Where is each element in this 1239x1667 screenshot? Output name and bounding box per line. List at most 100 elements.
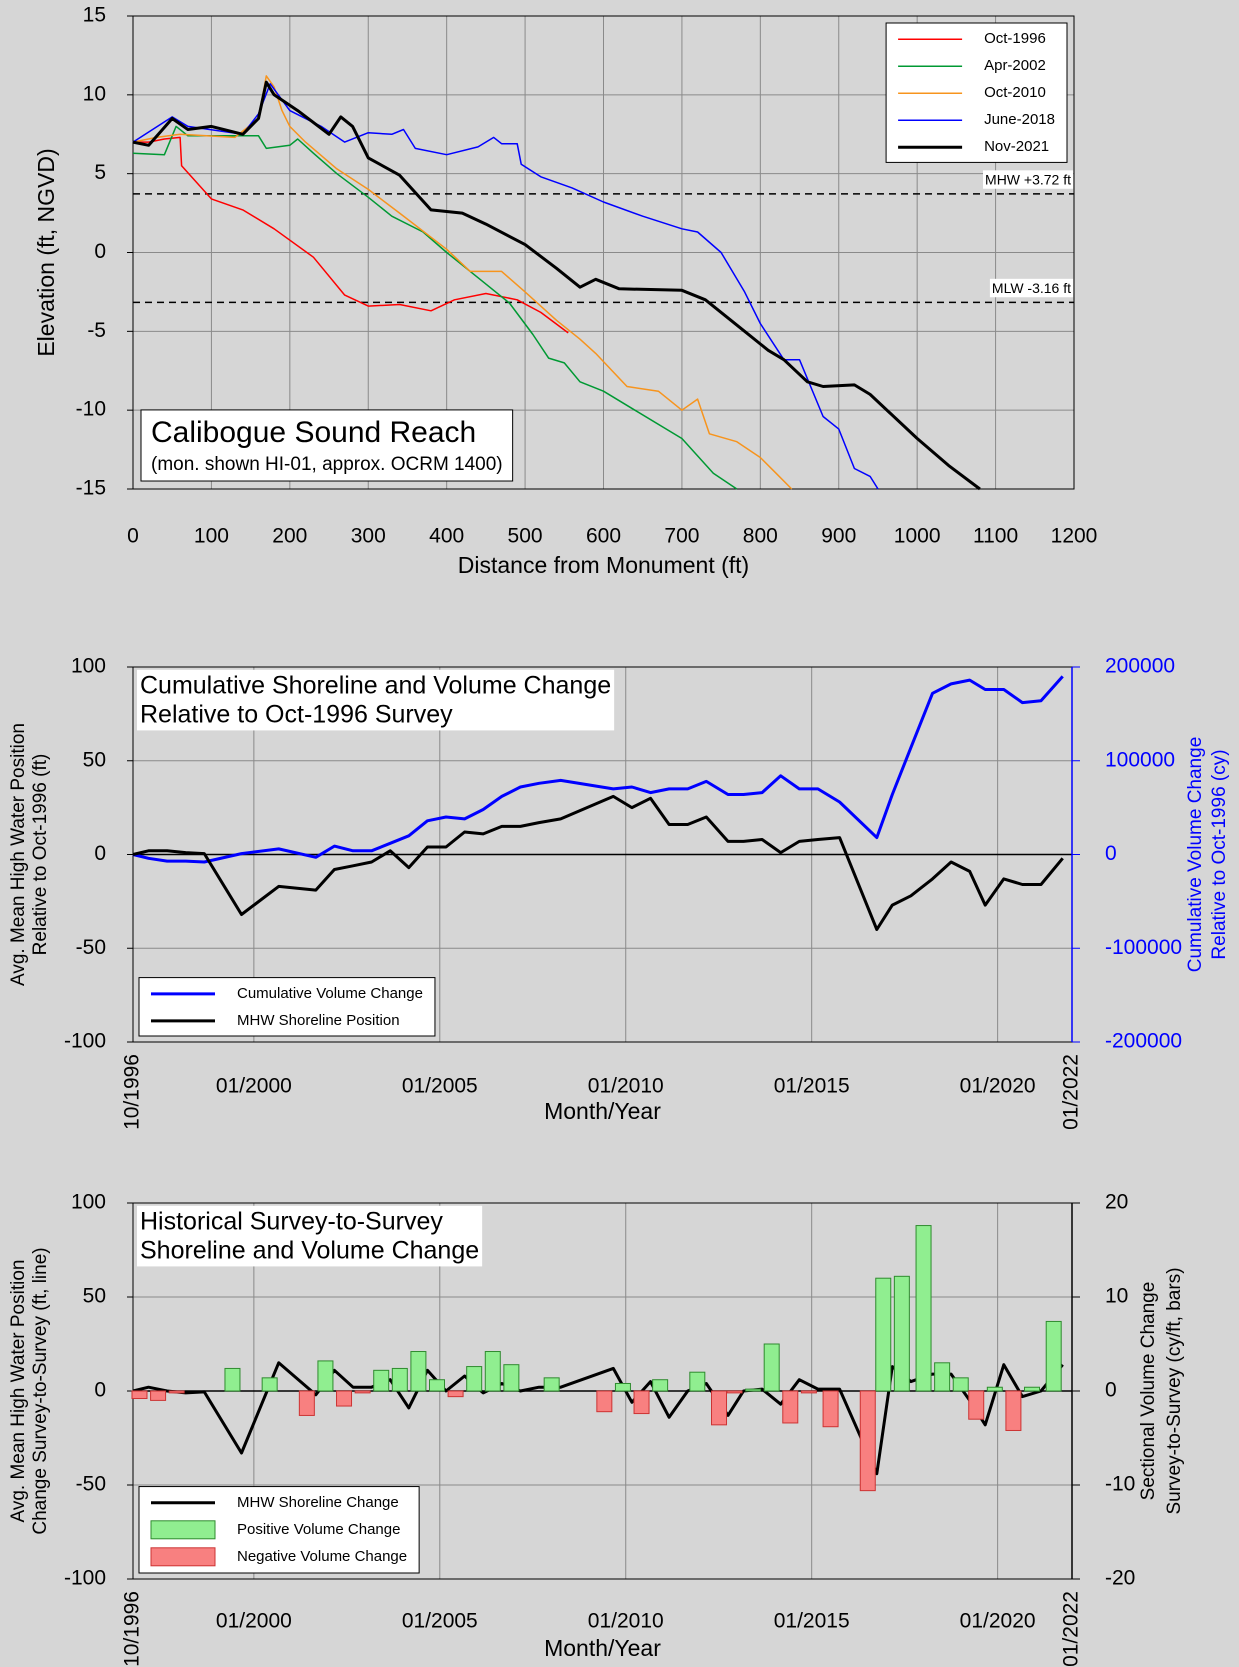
bar xyxy=(952,1377,969,1392)
bar xyxy=(391,1367,408,1392)
bar xyxy=(822,1390,839,1428)
x-tick-label: 100 xyxy=(194,525,229,548)
y2-axis-label: Cumulative Volume Change xyxy=(1185,737,1206,973)
title-box: Cumulative Shoreline and Volume ChangeRe… xyxy=(137,669,615,731)
y2-tick-label: 10 xyxy=(1105,1285,1128,1308)
box xyxy=(989,278,1074,298)
y-tick-label: 50 xyxy=(83,748,106,771)
bar xyxy=(652,1379,669,1392)
series-line xyxy=(132,794,1064,931)
bar xyxy=(317,1360,334,1392)
bar xyxy=(298,1390,315,1416)
x-tick-label: 200 xyxy=(272,525,307,548)
bar xyxy=(131,1390,148,1400)
reference-label: MHW +3.72 ft xyxy=(983,170,1074,189)
y2-tick-label: 200000 xyxy=(1105,655,1175,678)
y2-axis-label: Survey-to-Survey (cy/ft, bars) xyxy=(1164,1267,1185,1514)
bar xyxy=(968,1390,985,1420)
legend-label: Oct-1996 xyxy=(984,30,1046,47)
bar xyxy=(689,1371,706,1392)
chart-title: Cumulative Shoreline and Volume Change xyxy=(140,672,611,700)
y-tick-label: 50 xyxy=(83,1285,106,1308)
x-tick-label: 400 xyxy=(429,525,464,548)
legend-label: Oct-2010 xyxy=(984,84,1046,101)
plot-frame xyxy=(132,15,1075,490)
bar xyxy=(745,1388,762,1392)
x-tick-label: 800 xyxy=(743,525,778,548)
x-tick-label: 10/1996 xyxy=(121,1054,144,1130)
x-tick-label: 1000 xyxy=(894,525,941,548)
legend-label: Positive Volume Change xyxy=(237,1521,400,1538)
legend-label: Apr-2002 xyxy=(984,57,1046,74)
y-tick-label: -15 xyxy=(76,477,106,500)
bar xyxy=(763,1343,780,1392)
bar xyxy=(168,1390,185,1394)
bar xyxy=(503,1364,520,1392)
bar xyxy=(596,1390,613,1413)
box xyxy=(140,409,514,482)
y2-tick-label: -10 xyxy=(1105,1473,1135,1496)
bar xyxy=(1005,1390,1022,1431)
y2-axis-label: Sectional Volume Change xyxy=(1138,1282,1159,1501)
x-tick-label: 600 xyxy=(586,525,621,548)
y-tick-label: 100 xyxy=(71,655,106,678)
bar xyxy=(875,1277,892,1392)
x-tick-label: 01/2015 xyxy=(774,1075,850,1098)
x-tick-label: 01/2005 xyxy=(402,1075,478,1098)
y-tick-label: -50 xyxy=(76,936,106,959)
bar xyxy=(373,1369,390,1392)
y2-tick-label: -200000 xyxy=(1105,1030,1182,1053)
x-tick-label: 01/2022 xyxy=(1060,1591,1083,1667)
y2-tick-label: 100000 xyxy=(1105,748,1175,771)
y2-tick-label: 20 xyxy=(1105,1191,1128,1214)
legend-swatch xyxy=(150,1547,216,1567)
bar xyxy=(915,1225,932,1392)
bar xyxy=(224,1367,241,1392)
bar xyxy=(261,1377,278,1392)
x-tick-label: 01/2010 xyxy=(588,1075,664,1098)
y2-tick-label: 0 xyxy=(1105,1379,1117,1402)
bar xyxy=(1024,1386,1041,1392)
y-axis-label: Avg. Mean High Water Position xyxy=(8,723,29,986)
bar xyxy=(893,1275,910,1392)
y-tick-label: -5 xyxy=(87,319,106,342)
y-axis-label: Avg. Mean High Water Position xyxy=(8,1260,29,1523)
y-tick-label: 100 xyxy=(71,1191,106,1214)
x-tick-label: 300 xyxy=(351,525,386,548)
legend-label: Cumulative Volume Change xyxy=(237,985,423,1002)
bar xyxy=(800,1390,817,1394)
y-axis-label: Elevation (ft, NGVD) xyxy=(33,148,59,356)
bar xyxy=(711,1390,728,1426)
y-axis-label: Change Survey-to-Survey (ft, line) xyxy=(30,1247,51,1534)
legend-label: Nov-2021 xyxy=(984,138,1049,155)
bar xyxy=(934,1362,951,1392)
bar xyxy=(447,1390,464,1398)
legend-label: Negative Volume Change xyxy=(237,1548,407,1565)
y-tick-label: 0 xyxy=(94,1379,106,1402)
bar xyxy=(782,1390,799,1424)
bar xyxy=(410,1351,427,1392)
bar xyxy=(354,1390,371,1394)
x-tick-label: 01/2020 xyxy=(960,1610,1036,1633)
annotation-title: Calibogue Sound Reach xyxy=(151,416,476,449)
bar xyxy=(543,1377,560,1392)
series-line xyxy=(132,675,1064,864)
x-tick-label: 01/2005 xyxy=(402,1610,478,1633)
bar xyxy=(466,1366,483,1392)
y-tick-label: -10 xyxy=(76,398,106,421)
bar xyxy=(614,1382,631,1392)
y2-tick-label: -20 xyxy=(1105,1567,1135,1590)
y2-tick-label: 0 xyxy=(1105,842,1117,865)
y-tick-label: -100 xyxy=(64,1030,106,1053)
legend: MHW Shoreline Change Positive Volume Chan… xyxy=(138,1486,420,1574)
box xyxy=(983,170,1074,189)
bar xyxy=(986,1386,1003,1392)
legend-label: June-2018 xyxy=(984,111,1055,128)
bar xyxy=(859,1390,876,1492)
x-tick-label: 900 xyxy=(821,525,856,548)
series-line xyxy=(132,80,981,491)
x-tick-label: 1200 xyxy=(1051,525,1098,548)
